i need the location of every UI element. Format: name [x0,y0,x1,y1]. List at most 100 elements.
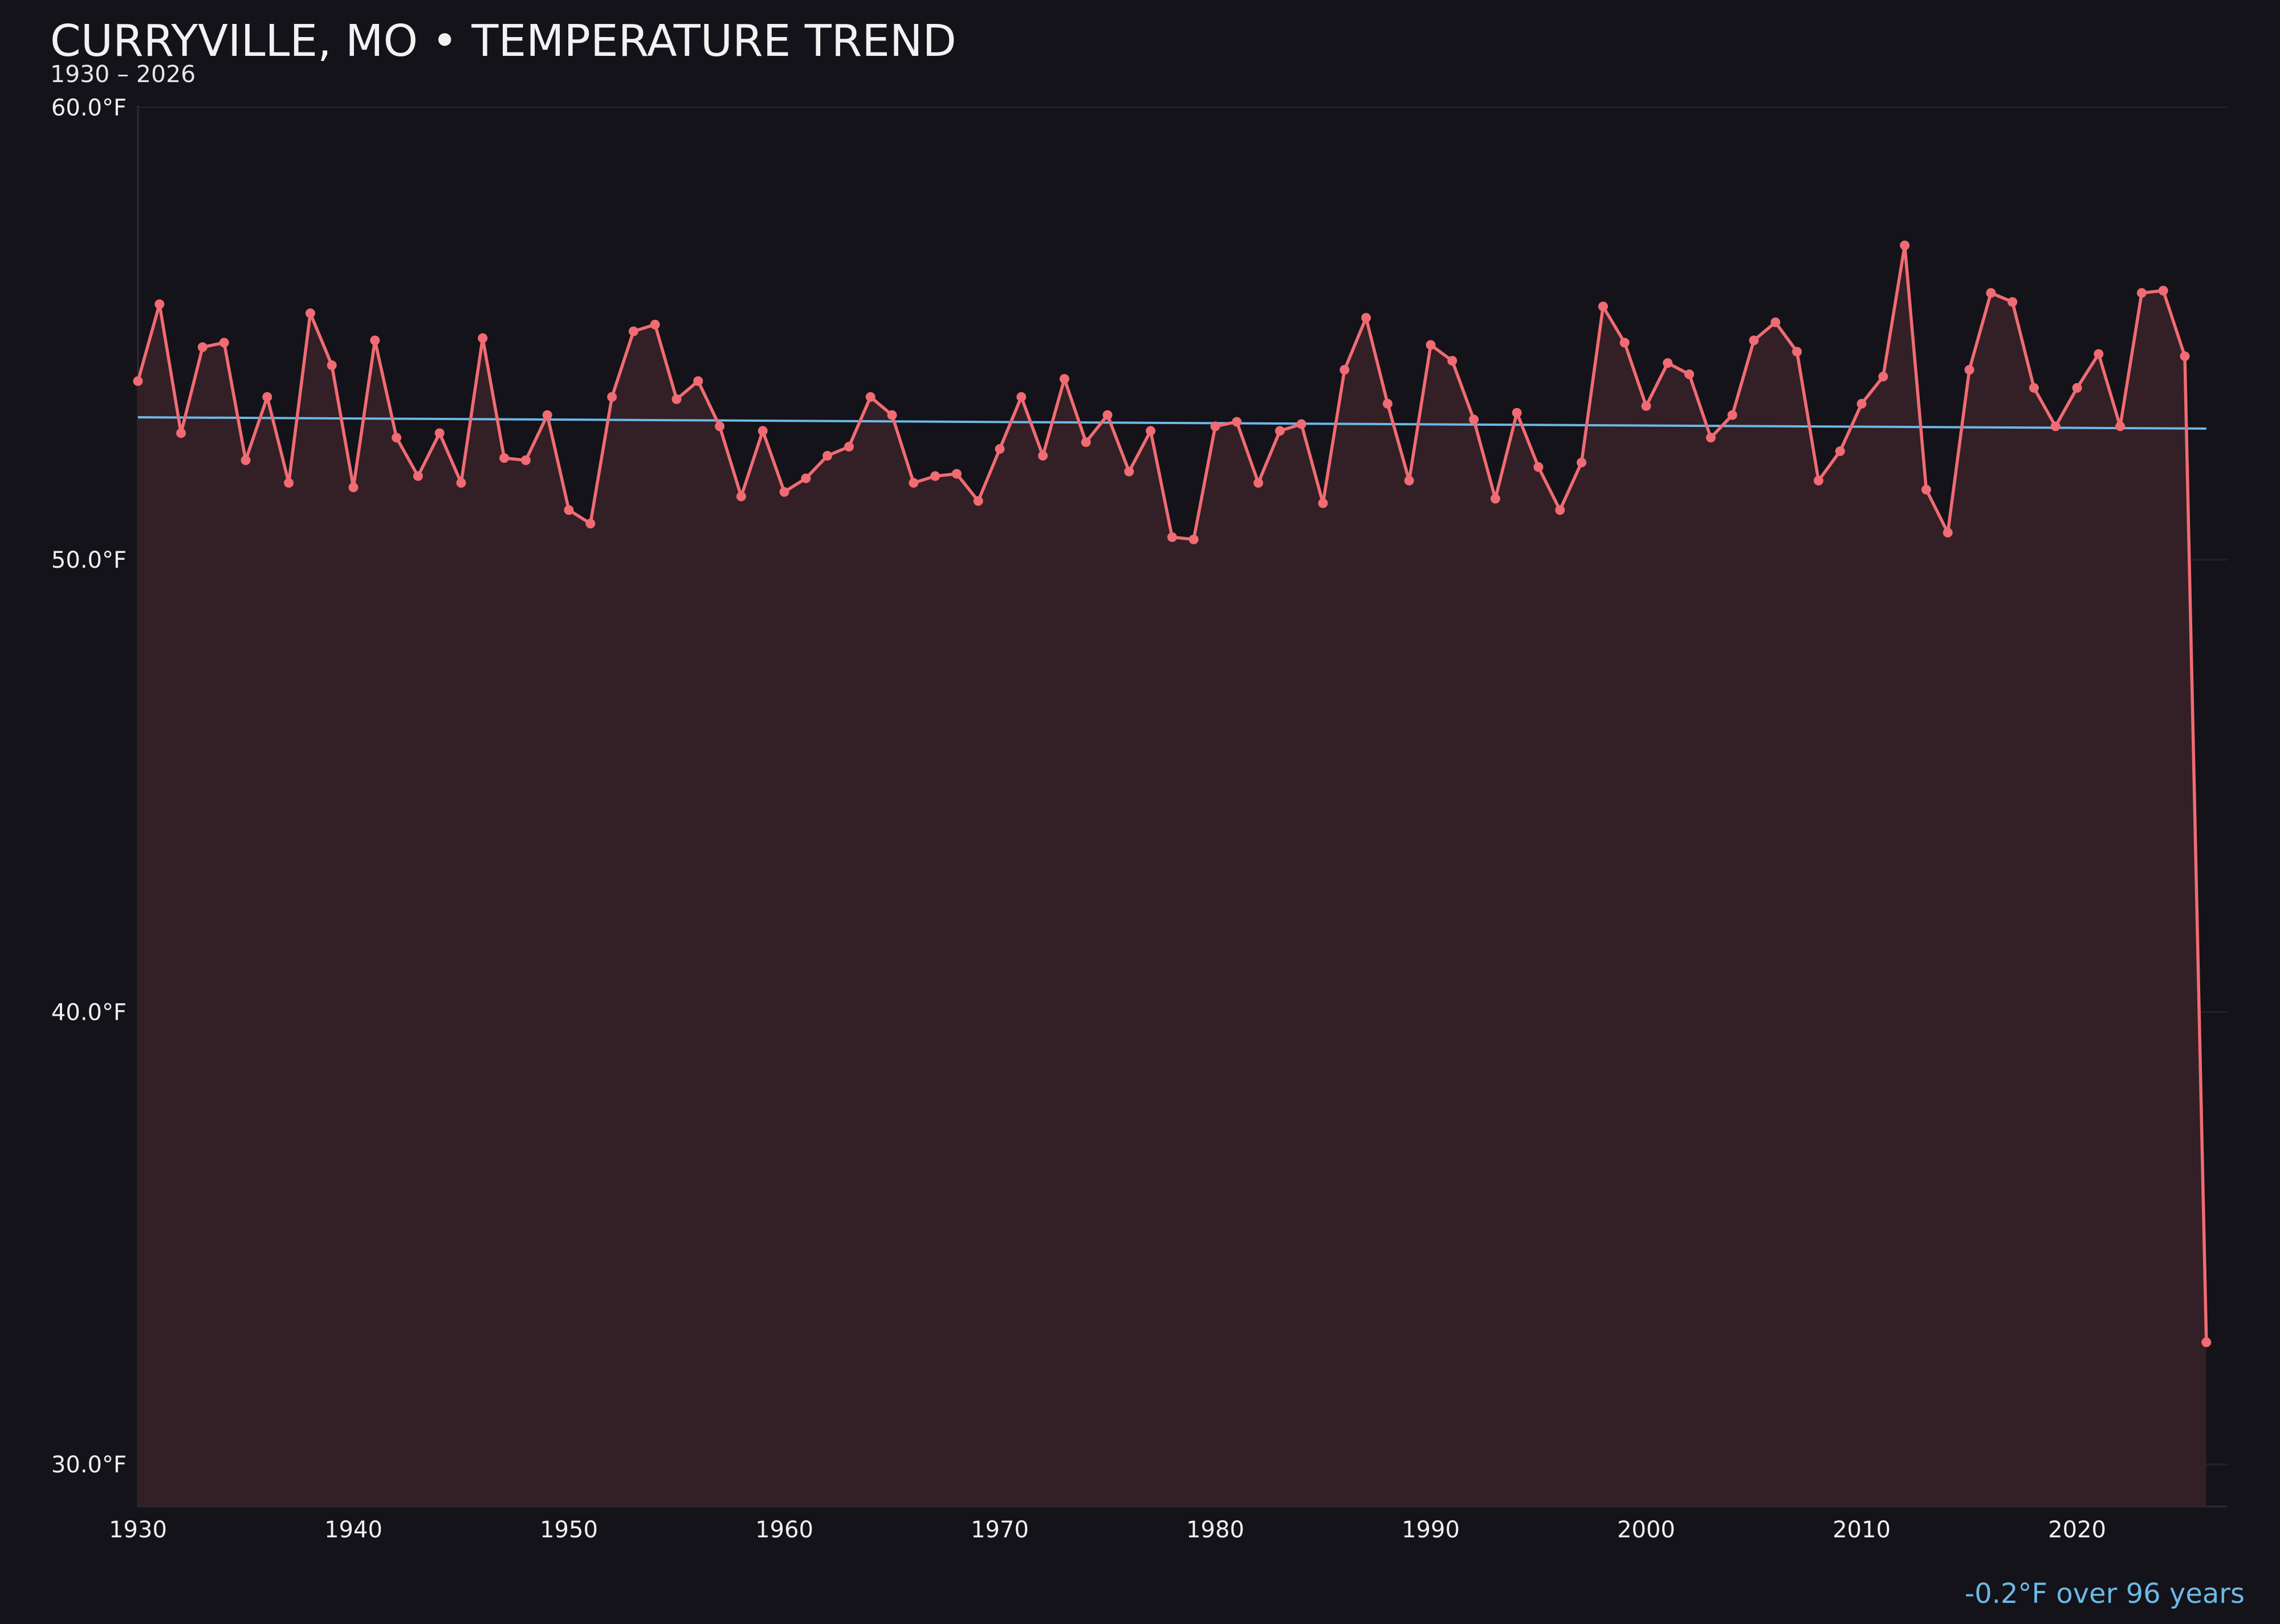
data-point [1555,505,1565,515]
data-point [2008,297,2018,307]
y-axis-tick-labels: 30.0°F 40.0°F 50.0°F 60.0°F [51,95,127,1479]
data-point [133,376,143,386]
temperature-area-fill [138,245,2206,1507]
data-point [1447,356,1457,366]
data-point [995,444,1005,454]
data-point [758,426,768,436]
data-point [779,487,789,497]
data-point [1016,392,1027,402]
data-point [1081,437,1091,447]
data-point [1727,410,1737,420]
data-point [1533,462,1544,472]
data-point [2115,421,2126,432]
data-point [392,433,402,443]
data-point [607,392,617,402]
data-point [499,453,510,463]
data-point [1382,398,1393,409]
data-point [1275,426,1285,436]
data-point [2201,1337,2212,1348]
data-point [736,491,746,502]
data-point [887,410,897,420]
data-point [154,299,165,310]
data-point [823,450,833,461]
x-tick-label: 1950 [540,1517,598,1543]
data-point [1426,340,1436,350]
data-point [2158,286,2168,296]
data-point [844,442,854,452]
data-point [1705,433,1716,443]
x-axis-tick-labels: 1930 1940 1950 1960 1970 1980 1990 2000 2010 2020 [109,1517,2106,1543]
data-point [1232,417,1242,427]
y-tick-label: 60.0°F [51,95,127,121]
data-point [1146,426,1156,436]
x-tick-label: 1960 [755,1517,813,1543]
data-point [1469,414,1479,425]
data-point [305,308,315,319]
x-tick-label: 1930 [109,1517,167,1543]
data-point [2136,288,2147,298]
data-point [456,478,466,488]
x-tick-label: 1940 [324,1517,382,1543]
data-point [1641,401,1651,411]
data-point [1296,419,1306,429]
x-tick-label: 2000 [1617,1517,1675,1543]
data-point [1619,337,1630,348]
trend-layer [137,416,2206,430]
data-point [693,376,703,386]
points-layer [133,241,2212,1348]
data-point [262,392,272,402]
data-point [542,410,552,420]
data-point [1339,365,1350,375]
x-tick-label: 2010 [1833,1517,1891,1543]
data-point [1835,446,1845,457]
data-point [628,326,638,336]
data-point [2029,382,2039,393]
x-tick-label: 2020 [2048,1517,2106,1543]
area-layer [138,245,2206,1507]
data-point [973,496,983,506]
data-point [1404,475,1414,486]
data-point [1102,410,1113,420]
data-point [1188,534,1199,544]
data-point [1813,475,1823,486]
data-point [1577,457,1587,467]
data-point [2050,421,2061,432]
data-point [1038,450,1048,461]
data-point [1792,347,1802,357]
data-point [801,473,811,483]
data-point [585,519,596,529]
data-point [197,342,207,352]
data-point [434,428,445,438]
data-point [284,478,294,488]
data-point [1943,527,1953,538]
data-point [865,392,876,402]
data-point [564,505,574,515]
trend-line [137,416,2206,430]
y-tick-label: 50.0°F [51,547,127,573]
data-point [1900,241,1910,251]
chart-title: CURRYVILLE, MO • TEMPERATURE TREND [50,16,956,67]
data-point [478,333,488,343]
x-tick-label: 1980 [1186,1517,1244,1543]
data-point [1856,398,1867,409]
data-point [370,335,380,345]
data-point [348,482,359,493]
data-point [413,471,423,481]
data-point [1512,408,1522,418]
data-point [1878,372,1888,382]
data-point [1253,478,1264,488]
data-point [1770,317,1781,327]
data-point [2094,349,2104,359]
data-point [671,394,682,404]
data-point [1684,369,1695,380]
data-point [1059,374,1069,384]
data-point [1986,288,1996,298]
data-point [650,319,660,329]
data-point [327,360,337,371]
data-point [1964,365,1974,375]
data-point [1598,302,1608,312]
data-point [951,469,962,479]
data-point [1167,532,1177,542]
